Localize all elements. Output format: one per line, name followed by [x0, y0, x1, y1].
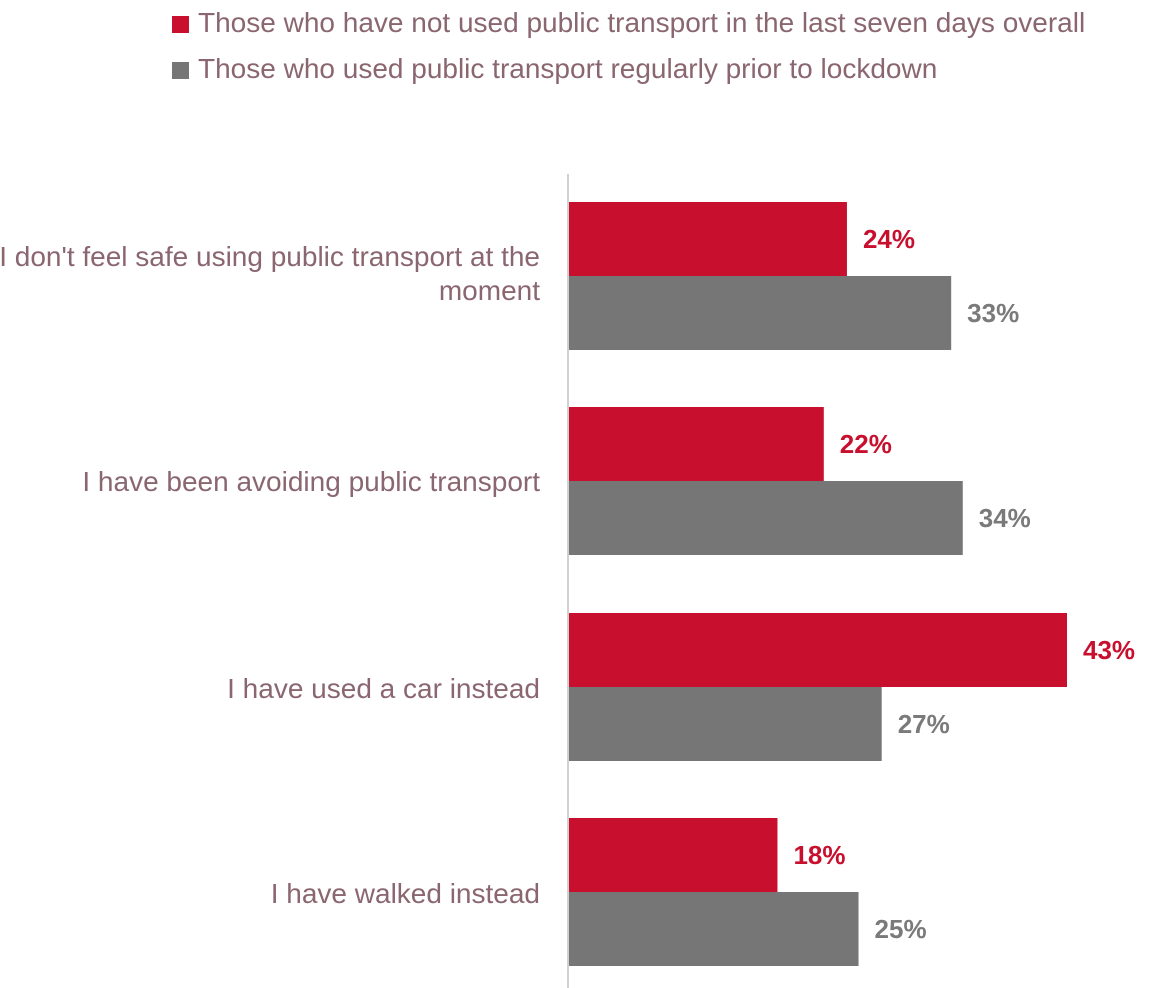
data-label-regular-0: 33%	[967, 298, 1019, 328]
legend: Those who have not used public transport…	[172, 6, 1132, 86]
data-label-regular-1: 34%	[979, 503, 1031, 533]
data-label-not-used-0: 24%	[863, 224, 915, 254]
bar-not-used-3	[569, 818, 778, 892]
legend-label-regular-users: Those who used public transport regularl…	[198, 53, 938, 84]
legend-swatch-red	[172, 16, 189, 33]
bar-regular-2	[569, 687, 882, 761]
bar-not-used-1	[569, 407, 824, 481]
bar-regular-3	[569, 892, 859, 966]
legend-label-not-used: Those who have not used public transport…	[198, 7, 1086, 38]
legend-item-regular-users: Those who used public transport regularl…	[172, 52, 1132, 86]
category-label-avoiding: I have been avoiding public transport	[82, 466, 540, 497]
data-label-regular-2: 27%	[898, 709, 950, 739]
bar-not-used-0	[569, 202, 847, 276]
bar-not-used-2	[569, 613, 1067, 687]
data-label-not-used-3: 18%	[793, 840, 845, 870]
data-label-not-used-1: 22%	[840, 429, 892, 459]
category-label-feel-unsafe: I don't feel safe using public transport…	[0, 241, 540, 306]
data-label-not-used-2: 43%	[1083, 635, 1135, 665]
legend-swatch-grey	[172, 62, 189, 79]
data-label-regular-3: 25%	[875, 914, 927, 944]
category-label-car: I have used a car instead	[227, 673, 540, 704]
bar-regular-0	[569, 276, 952, 350]
legend-item-not-used: Those who have not used public transport…	[172, 6, 1132, 40]
bar-regular-1	[569, 481, 963, 555]
category-label-walked: I have walked instead	[270, 878, 540, 909]
